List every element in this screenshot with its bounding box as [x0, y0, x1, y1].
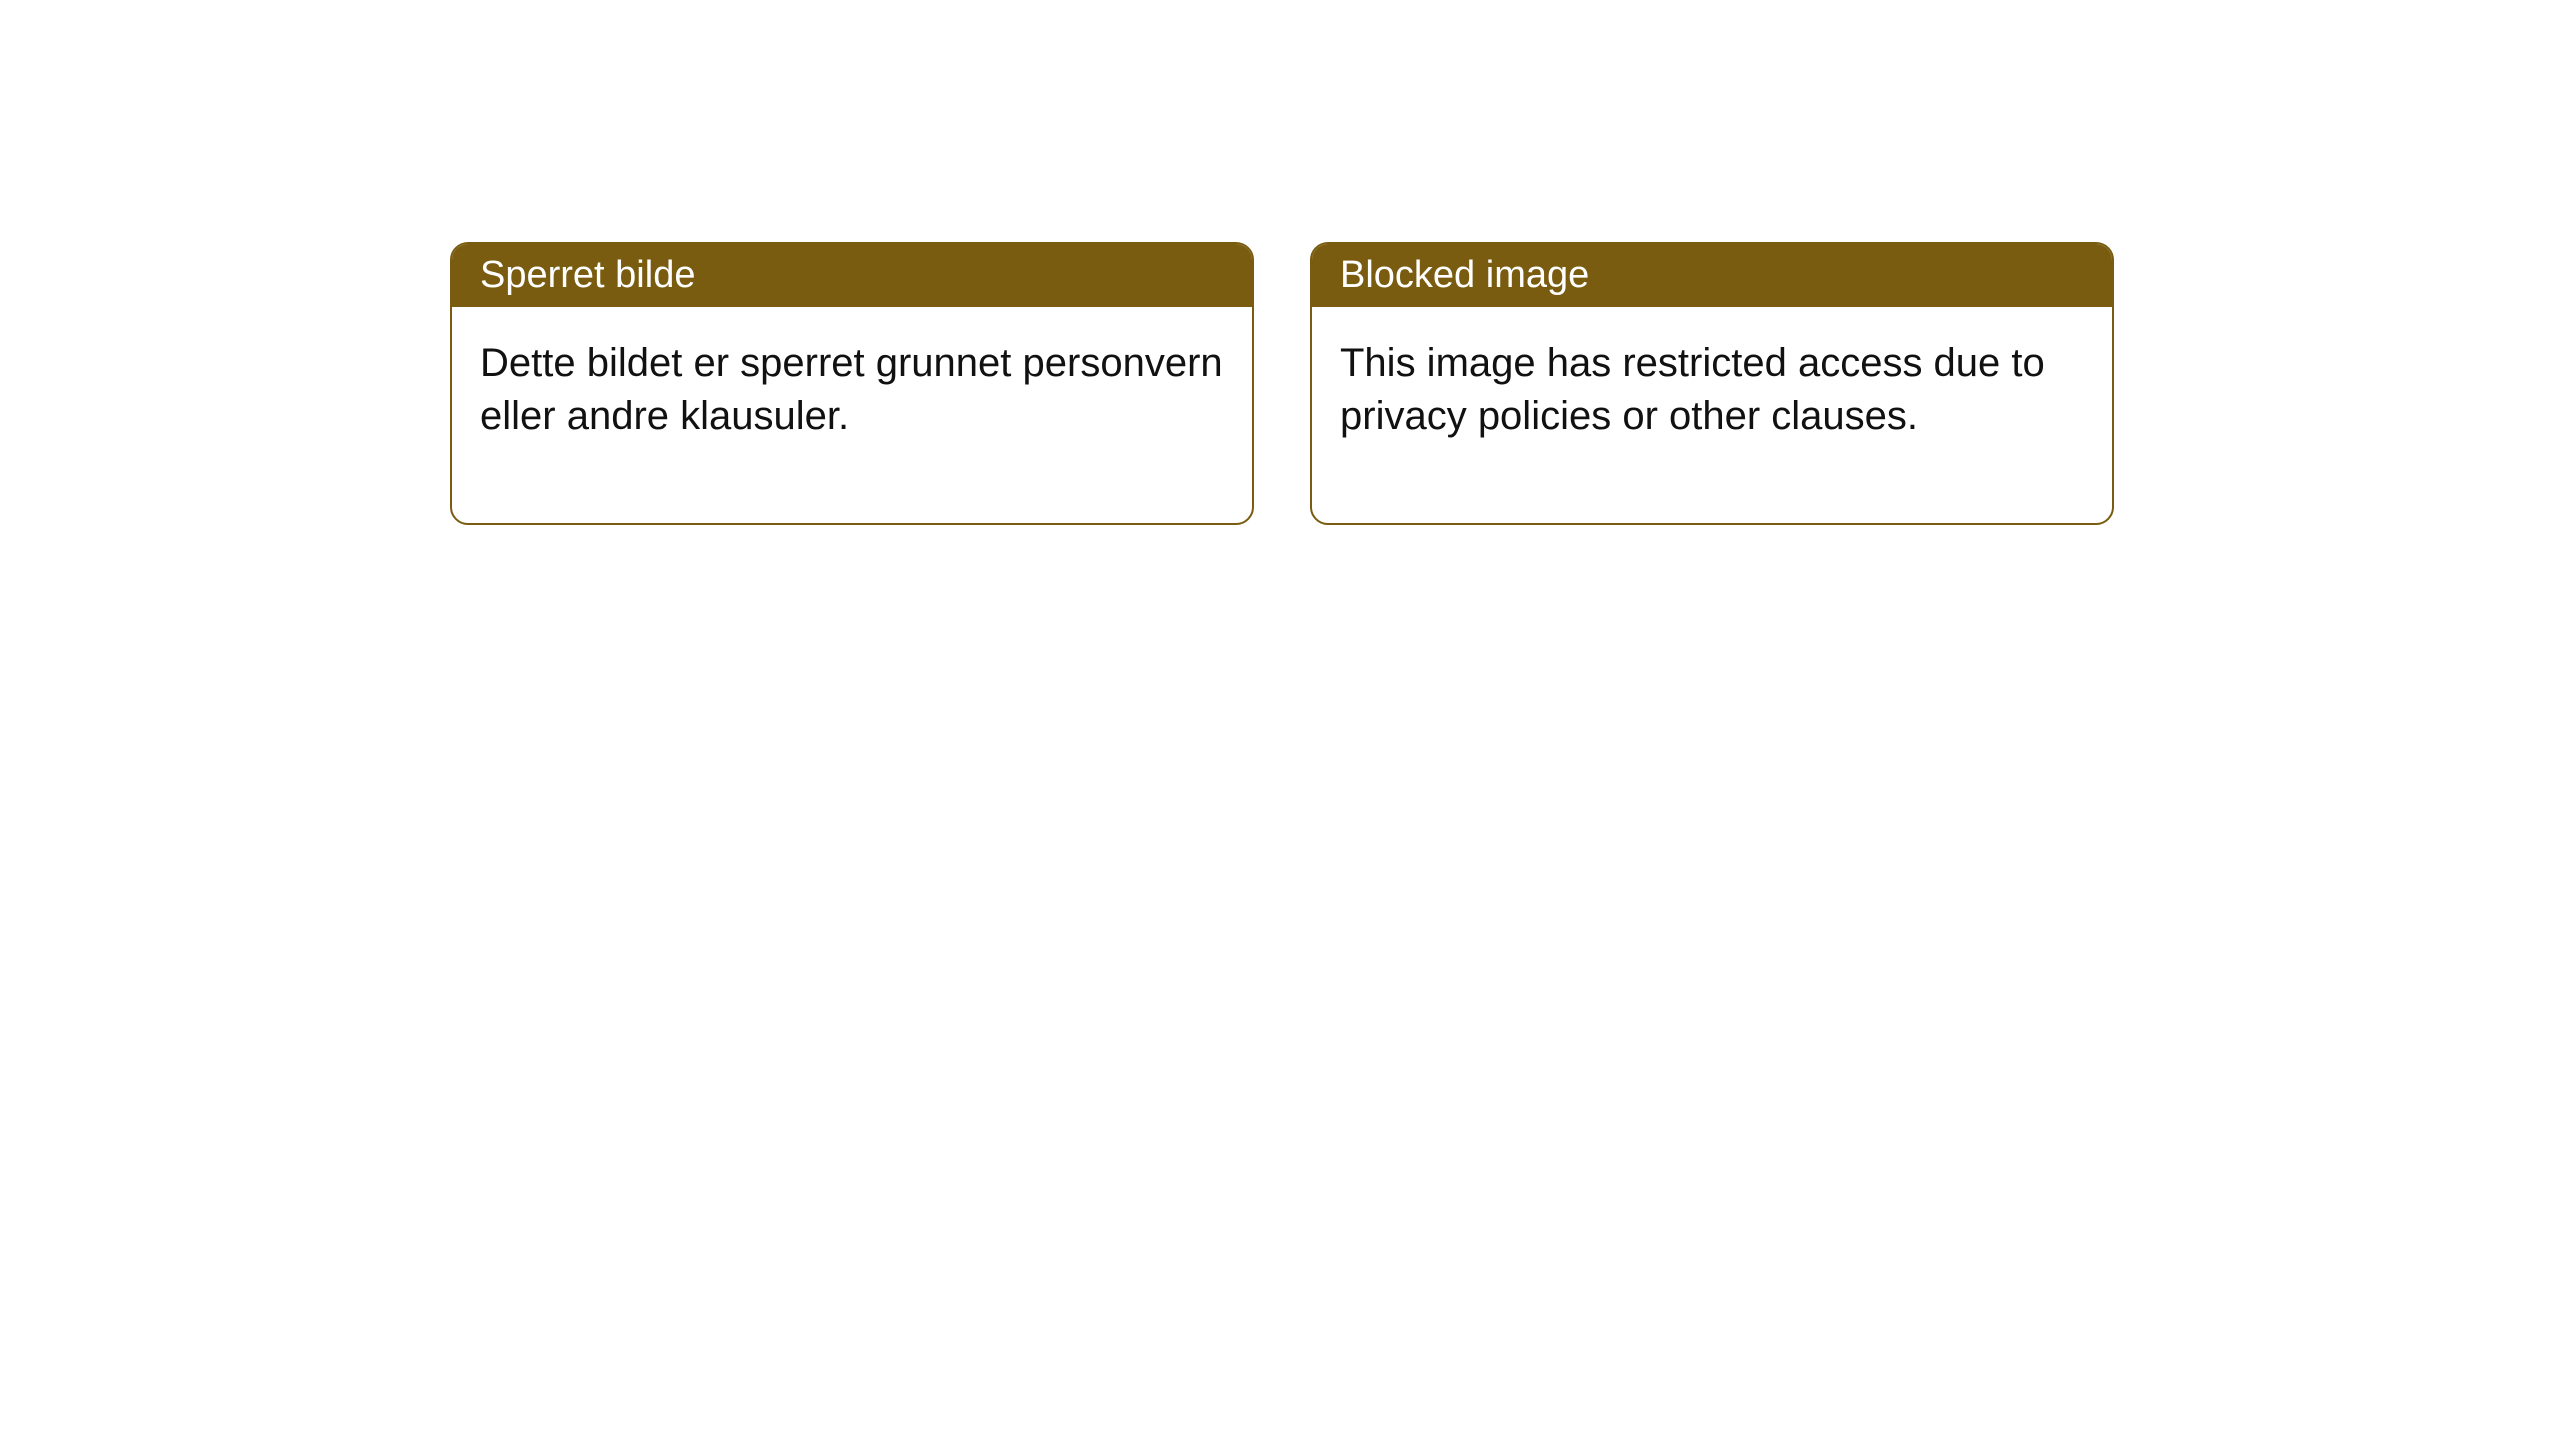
notice-card-header: Blocked image	[1312, 244, 2112, 307]
notice-card-title: Sperret bilde	[480, 254, 695, 296]
notice-card-en: Blocked image This image has restricted …	[1310, 242, 2114, 525]
notice-cards-container: Sperret bilde Dette bildet er sperret gr…	[450, 242, 2114, 525]
notice-card-body: This image has restricted access due to …	[1312, 307, 2112, 523]
notice-card-header: Sperret bilde	[452, 244, 1252, 307]
notice-card-body-text: Dette bildet er sperret grunnet personve…	[480, 341, 1223, 438]
notice-card-title: Blocked image	[1340, 254, 1589, 296]
notice-card-body: Dette bildet er sperret grunnet personve…	[452, 307, 1252, 523]
notice-card-no: Sperret bilde Dette bildet er sperret gr…	[450, 242, 1254, 525]
notice-card-body-text: This image has restricted access due to …	[1340, 341, 2045, 438]
